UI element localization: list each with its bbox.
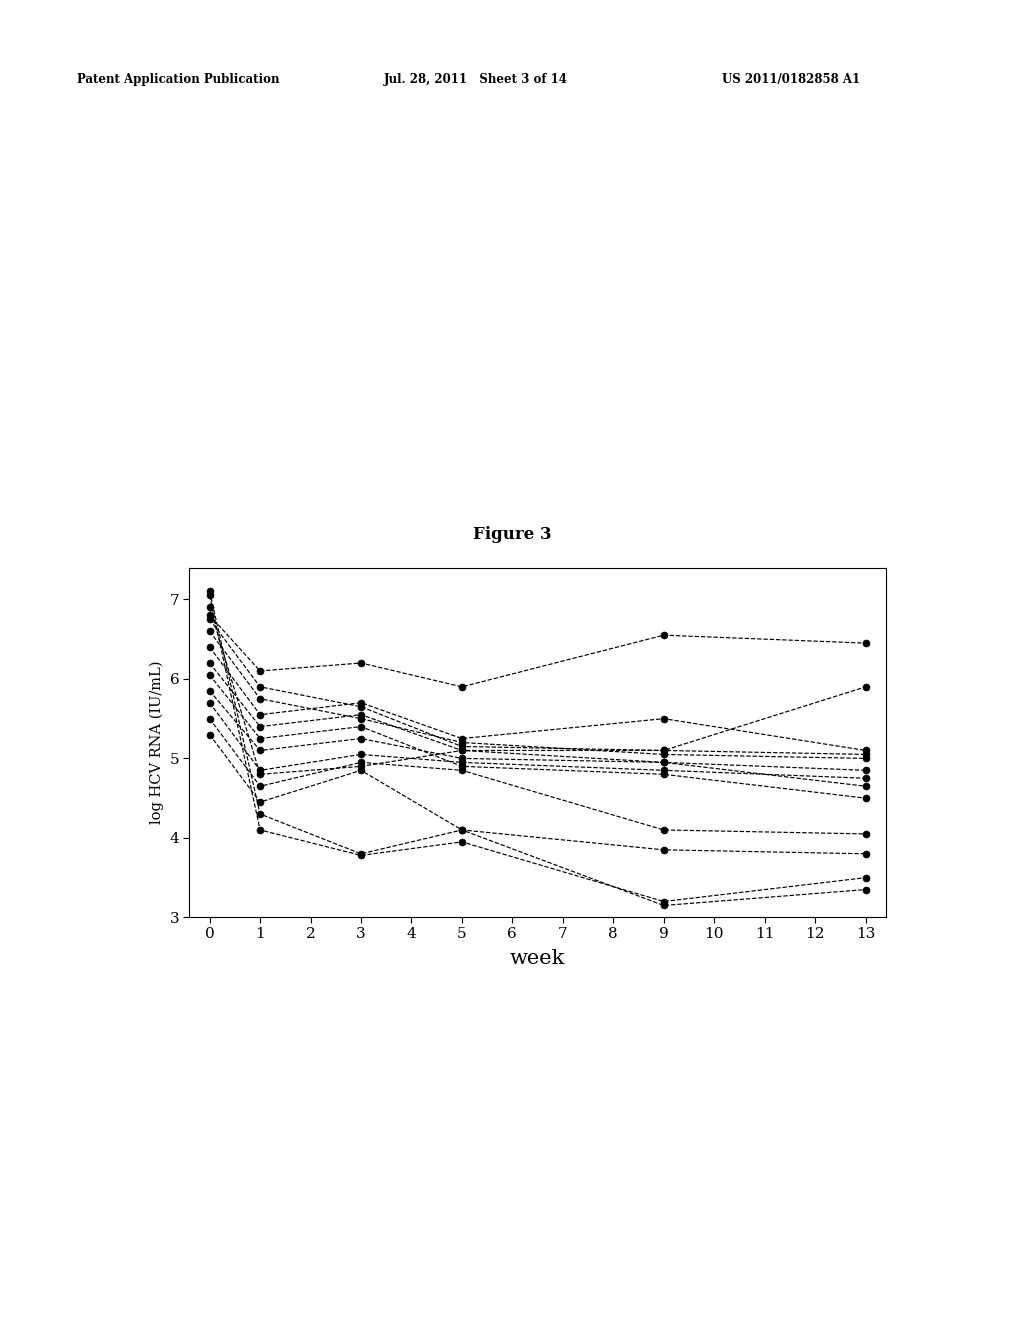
Text: Figure 3: Figure 3 (473, 527, 551, 543)
Text: US 2011/0182858 A1: US 2011/0182858 A1 (722, 73, 860, 86)
X-axis label: week: week (510, 949, 565, 969)
Y-axis label: log HCV RNA (IU/mL): log HCV RNA (IU/mL) (151, 661, 165, 824)
Text: Patent Application Publication: Patent Application Publication (77, 73, 280, 86)
Text: Jul. 28, 2011   Sheet 3 of 14: Jul. 28, 2011 Sheet 3 of 14 (384, 73, 568, 86)
